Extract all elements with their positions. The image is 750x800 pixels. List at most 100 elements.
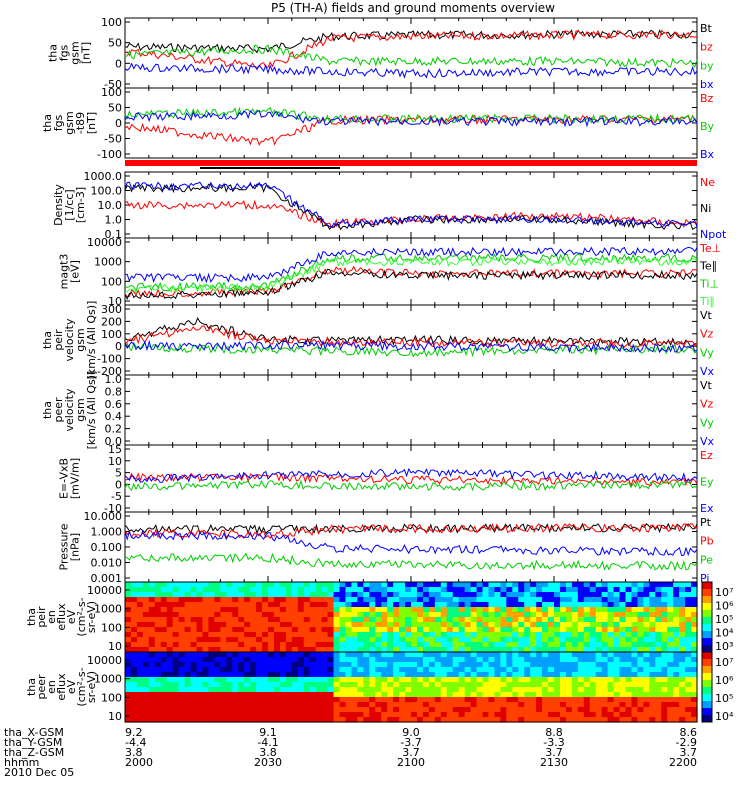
y-axis-label: thapeerenefluxeV(cm²-s-sr-eV) [25,667,98,706]
y-tick-label: 300 [101,303,122,316]
y-tick-label: 100 [101,16,122,29]
legend-entry: Pi [700,572,709,585]
mode-bar-marker [200,167,340,169]
legend-entry: Vx [700,435,715,448]
legend-entry: Vt [700,309,713,322]
y-tick-label: 1000.0 [84,170,123,183]
y-tick-label: 15 [108,443,122,456]
legend-entry: Ti⊥ [699,277,719,290]
legend-entry: Pt [700,516,712,529]
y-tick-label: 10000 [87,236,122,249]
colorbar-label: 10⁴ [715,627,734,640]
legend-entry: bz [700,41,713,54]
y-tick-label: -100 [97,353,122,366]
series-Vx-line [124,339,698,354]
legend-entry: Bt [700,22,713,35]
legend-entry: Vy [700,346,714,359]
x-axis-value: 2030 [254,756,282,769]
y-tick-label: 0.100 [91,541,123,554]
series-by-line [124,44,698,68]
legend-entry: Vx [700,365,715,378]
colorbar-label: 10⁷ [715,586,733,599]
series-Ey-line [124,479,698,492]
series-Bz-line [124,114,698,146]
y-tick-label: 0.001 [91,572,123,585]
legend-entry: Vt [700,379,713,392]
legend-entry: Vz [700,328,714,341]
legend-entry: Ex [700,502,714,515]
series-Ni-line [124,182,698,231]
y-tick-label: 50 [108,37,122,50]
y-tick-label: 200 [101,315,122,328]
y-axis-label: thapeirenefluxeV(cm²-s-sr-eV) [25,597,98,636]
y-tick-label: 10 [108,295,122,308]
series-Pb-line [124,523,698,539]
y-axis-label: E=-VxB[mV/m] [58,458,82,499]
line-panels: 100500-50thafgsgsm[nT]Btbzbybx100500-50-… [41,16,727,585]
y-tick-label: 10 [108,710,122,723]
spectrogram-panels: 10000 1000 100 10 thapeirenefluxeV(cm²-s-sr-… [25,581,734,723]
y-tick-label: 0.0 [105,435,123,448]
colorbar [701,651,713,723]
y-tick-label: 5 [115,467,122,480]
x-axis-row-label: tha_Y-GSM [4,736,62,749]
x-axis-value: 2000 [125,756,153,769]
panel-frame [124,17,698,89]
x-axis-value: 9.1 [259,726,277,739]
x-axis-value: 2130 [540,756,568,769]
panel-fgs: 100 50 0 -50 thafgsgsm[nT] Bt bz by bx [47,16,714,91]
series-Te-line [124,268,698,301]
y-tick-label: 10 [108,455,122,468]
x-axis-value: 9.0 [402,726,420,739]
y-tick-label: 100 [101,86,122,99]
x-axis-labels: tha_X-GSM 9.2 9.1 9.0 8.8 8.6 tha_Y-GSM -4.4 -4.… [4,726,697,769]
legend-entry: Bx [700,148,715,161]
panel-peer-vel: 1.00.80.60.40.20.0 thapeervelocitygsm[km/… [41,371,715,450]
y-tick-label: 0.4 [105,410,123,423]
series-Bt-line [124,29,698,54]
panel-frame [124,87,698,159]
series-Bx-line [124,109,698,128]
series-Vt-line [124,316,697,347]
x-axis-value: 9.2 [125,726,143,739]
spectrogram-peir-en: 10000 1000 100 10 thapeirenefluxeV(cm²-s-sr-… [25,581,734,653]
y-tick-label: 100 [101,621,122,634]
series-Pe-line [124,552,698,572]
legend-entry: By [700,120,715,133]
y-axis-label: magt3[eV] [58,254,82,290]
x-axis-value: 3.8 [125,746,143,759]
y-tick-label: 0.1 [105,228,123,241]
legend-entry: Ti∥ [699,295,715,308]
panel-temp: 10000 1000 100 10 magt3[eV] Te⊥ Te∥ Ti⊥ Ti∥ [58,236,722,308]
x-axis-row-label: tha_X-GSM [4,726,64,739]
panel-frame [124,511,698,583]
y-tick-label: 100.0 [91,185,123,198]
y-tick-label: 1.0 [105,373,123,386]
y-tick-label: 10000 [87,584,122,597]
legend-entry: Vy [700,416,714,429]
y-tick-label: -5 [111,490,122,503]
legend-entry: Ne [700,176,715,189]
colorbar-label: 10⁵ [715,613,733,626]
colorbar-label: 10³ [715,640,733,653]
legend-entry: Te⊥ [699,242,721,255]
y-tick-label: -50 [104,133,122,146]
y-tick-label: 0.010 [91,557,123,570]
x-axis-value: 3.7 [680,746,698,759]
x-axis-value: 3.7 [545,746,563,759]
spectrogram-peer-en: 10000 1000 100 10 thapeerenefluxeV(cm²-s-sr-… [25,651,734,723]
panel-peir-vel: 3002001000-100-200thapeirvelocitygsm[km/… [41,301,715,380]
legend-entry: Te∥ [699,260,717,273]
x-axis-value: 3.8 [259,746,277,759]
y-tick-label: 0 [115,57,122,70]
y-axis-label: thapeirvelocitygsm[km/s (All Qs)] [41,301,98,380]
colorbar-label: 10⁵ [715,692,733,705]
series-Ne-line [124,199,698,229]
y-tick-label: 1000 [94,673,122,686]
x-axis-value: -4.4 [125,736,146,749]
x-axis-value: 8.8 [545,726,563,739]
x-axis-value: 2200 [669,756,697,769]
figure-title: P5 (TH-A) fields and ground moments over… [271,1,555,15]
series-bx-line [124,62,698,79]
